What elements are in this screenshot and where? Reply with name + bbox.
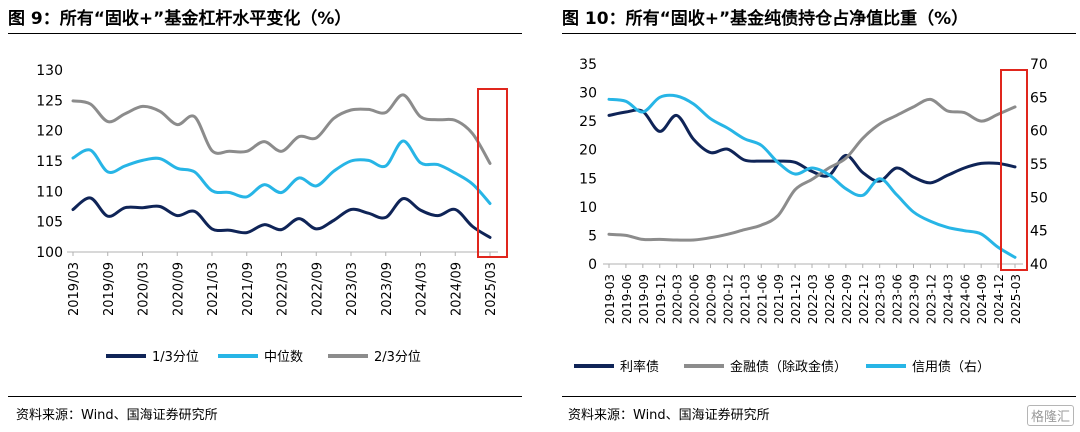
right-y2-tick-label: 60 bbox=[1030, 124, 1048, 140]
left-x-tick-label: 2019/03 bbox=[67, 262, 82, 316]
left-x-tick-label: 2024/03 bbox=[415, 262, 430, 316]
right-y-tick-label: 35 bbox=[579, 57, 597, 73]
left-source-rule bbox=[8, 396, 522, 397]
left-y-tick-label: 120 bbox=[36, 124, 63, 140]
left-x-tick-label: 2020/09 bbox=[171, 262, 186, 316]
right-x-tick-label: 2019-03 bbox=[603, 274, 617, 324]
left-series-line bbox=[71, 93, 492, 165]
right-x-tick-label: 2019-06 bbox=[620, 274, 634, 324]
right-x-tick-label: 2021-03 bbox=[738, 274, 752, 324]
left-series-line bbox=[71, 196, 492, 239]
right-x-tick-label: 2023-06 bbox=[891, 274, 905, 324]
right-x-tick-label: 2022-09 bbox=[840, 274, 854, 324]
right-y-tick-label: 25 bbox=[579, 114, 597, 130]
right-y2-tick-label: 45 bbox=[1030, 224, 1048, 240]
left-y-tick-label: 110 bbox=[36, 184, 63, 200]
right-y-tick-label: 5 bbox=[588, 228, 597, 244]
right-x-tick-label: 2024-06 bbox=[958, 274, 972, 324]
right-x-tick-label: 2022-03 bbox=[806, 274, 820, 324]
right-source-rule bbox=[562, 396, 1076, 397]
right-series-line bbox=[607, 93, 1017, 259]
right-x-tick-label: 2019-12 bbox=[654, 274, 668, 324]
left-x-tick-label: 2022/09 bbox=[310, 262, 325, 316]
right-y2-tick-label: 70 bbox=[1030, 57, 1048, 73]
left-x-tick-label: 2024/09 bbox=[449, 262, 464, 316]
right-y-tick-label: 20 bbox=[579, 143, 597, 159]
right-title-rule bbox=[562, 33, 1076, 34]
left-chart-title: 图 9：所有“固收+”基金杠杆水平变化（%） bbox=[8, 9, 352, 29]
left-series-line bbox=[71, 139, 492, 205]
right-y2-tick-label: 40 bbox=[1030, 257, 1048, 273]
right-x-tick-label: 2021-09 bbox=[772, 274, 786, 324]
right-x-tick-label: 2023-09 bbox=[908, 274, 922, 324]
right-x-tick-label: 2020-09 bbox=[705, 274, 719, 324]
left-y-tick-label: 130 bbox=[36, 63, 63, 79]
left-y-tick-label: 100 bbox=[36, 245, 63, 261]
left-legend-label: 中位数 bbox=[264, 350, 303, 365]
right-legend-label: 金融债（除政金债） bbox=[730, 359, 847, 375]
right-x-tick-label: 2021-12 bbox=[789, 274, 803, 324]
left-y-tick-label: 125 bbox=[36, 93, 63, 109]
left-x-tick-label: 2019/09 bbox=[102, 262, 117, 316]
right-series-line bbox=[607, 108, 1017, 185]
left-y-tick-label: 105 bbox=[36, 215, 63, 231]
left-legend-label: 1/3分位 bbox=[152, 350, 199, 365]
right-x-tick-label: 2024-12 bbox=[992, 274, 1006, 324]
left-x-tick-label: 2023/03 bbox=[345, 262, 360, 316]
right-x-tick-label: 2023-12 bbox=[924, 274, 938, 324]
right-source: 资料来源：Wind、国海证券研究所 bbox=[568, 408, 770, 423]
right-highlight-box bbox=[1000, 69, 1028, 271]
left-x-tick-label: 2021/09 bbox=[241, 262, 256, 316]
right-x-tick-label: 2020-06 bbox=[688, 274, 702, 324]
watermark-logo: 格隆汇 bbox=[1026, 405, 1074, 426]
left-x-tick-label: 2022/03 bbox=[276, 262, 291, 316]
right-x-tick-label: 2022-06 bbox=[823, 274, 837, 324]
left-x-tick-label: 2025/03 bbox=[484, 262, 499, 316]
right-y2-tick-label: 50 bbox=[1030, 190, 1048, 206]
right-x-tick-label: 2021-06 bbox=[755, 274, 769, 324]
left-legend-label: 2/3分位 bbox=[374, 350, 421, 365]
right-legend-label: 利率债 bbox=[620, 359, 659, 375]
left-x-tick-label: 2020/03 bbox=[137, 262, 152, 316]
right-x-tick-label: 2024-03 bbox=[941, 274, 955, 324]
left-y-tick-label: 115 bbox=[36, 154, 63, 170]
right-y-tick-label: 10 bbox=[579, 200, 597, 216]
right-series-line bbox=[607, 97, 1017, 242]
right-x-tick-label: 2023-03 bbox=[874, 274, 888, 324]
right-legend-label: 信用债（右） bbox=[912, 360, 990, 375]
right-x-tick-label: 2019-09 bbox=[637, 274, 651, 324]
right-x-tick-label: 2025-03 bbox=[1009, 274, 1023, 324]
right-y-tick-label: 0 bbox=[588, 257, 597, 273]
right-y-tick-label: 15 bbox=[579, 171, 597, 187]
right-y2-tick-label: 65 bbox=[1030, 90, 1048, 106]
left-x-tick-label: 2023/09 bbox=[380, 262, 395, 316]
right-chart-title: 图 10：所有“固收+”基金纯债持仓占净值比重（%） bbox=[562, 9, 969, 29]
right-x-tick-label: 2020-12 bbox=[721, 274, 735, 324]
right-y2-tick-label: 55 bbox=[1030, 157, 1048, 173]
right-y-tick-label: 30 bbox=[579, 86, 597, 102]
left-title-rule bbox=[8, 33, 522, 34]
left-x-tick-label: 2021/03 bbox=[206, 262, 221, 316]
left-source: 资料来源：Wind、国海证券研究所 bbox=[16, 408, 218, 423]
right-x-tick-label: 2022-12 bbox=[857, 274, 871, 324]
right-x-tick-label: 2024-09 bbox=[975, 274, 989, 324]
right-x-tick-label: 2020-03 bbox=[671, 274, 685, 324]
left-highlight-box bbox=[477, 88, 508, 258]
